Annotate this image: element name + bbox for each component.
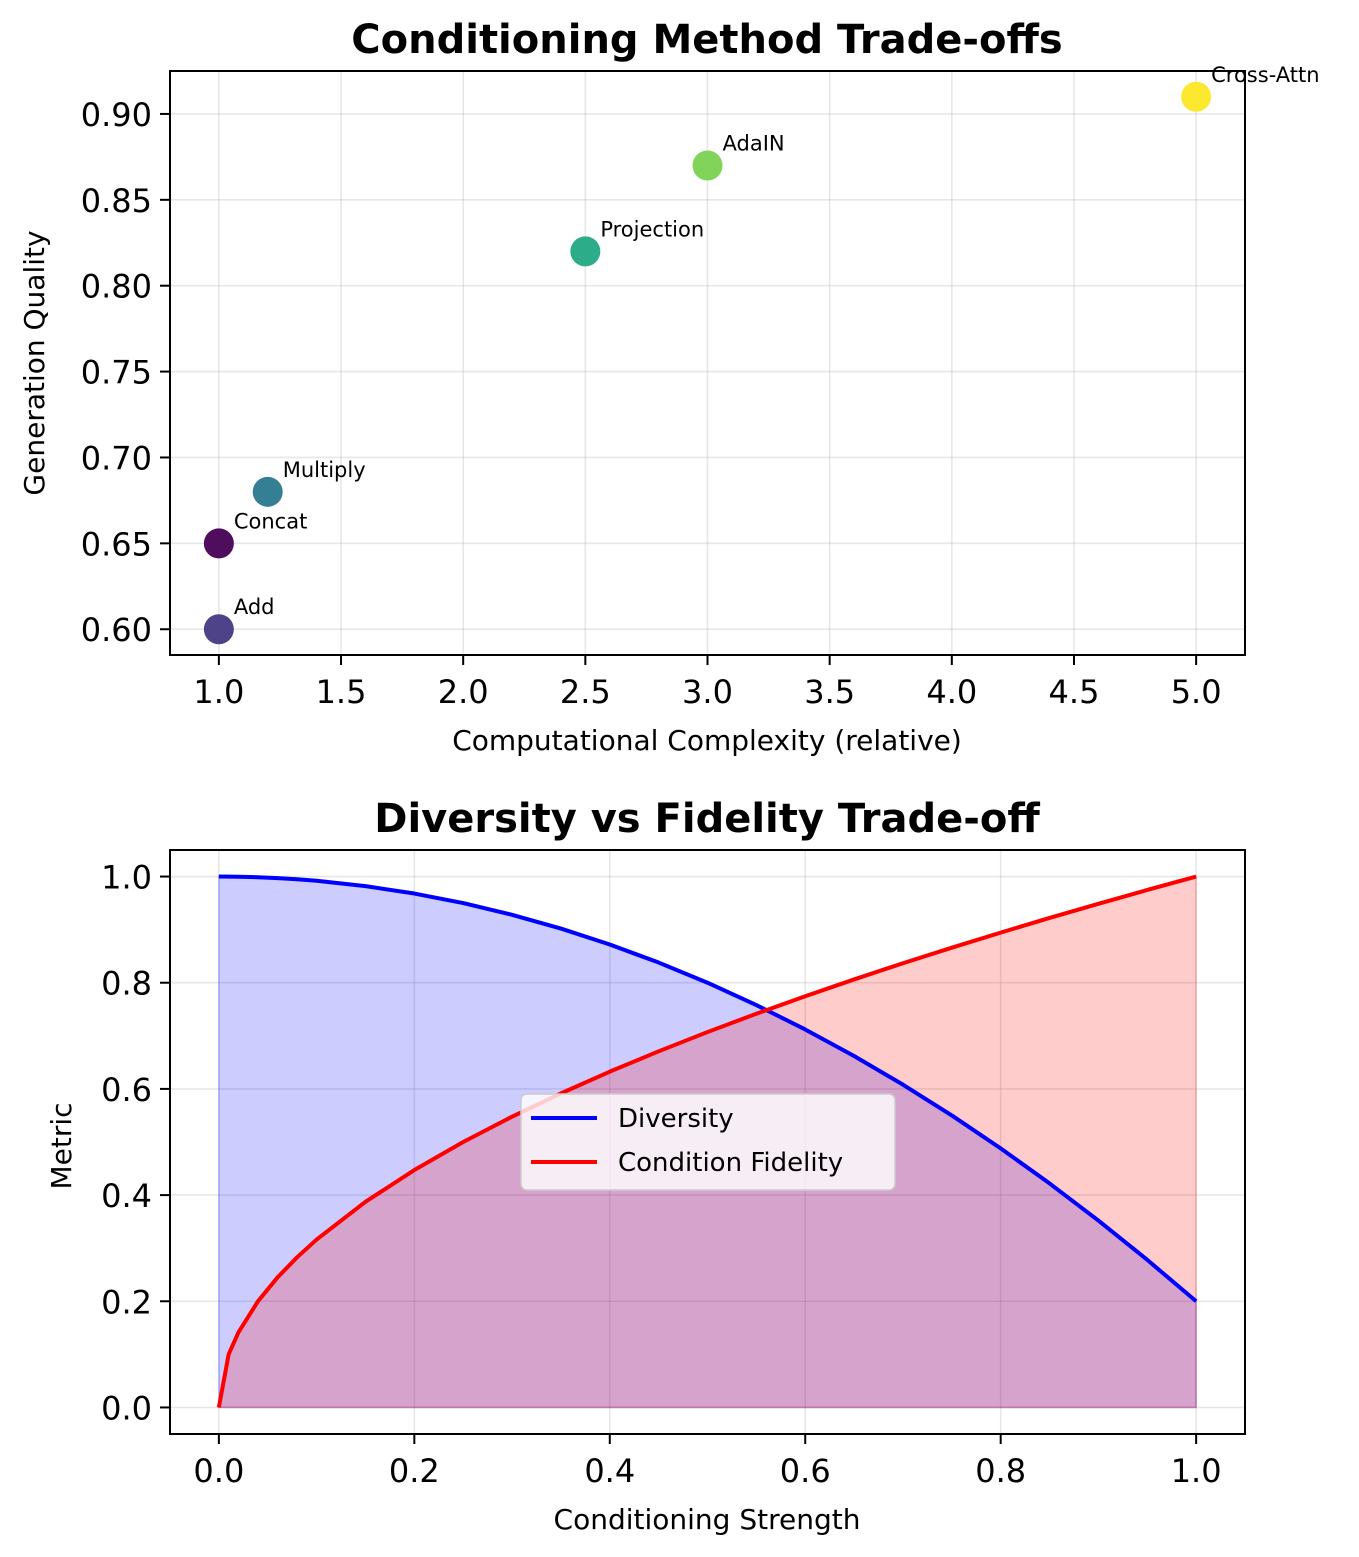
point-label-add: Add xyxy=(234,595,275,619)
point-labels: Concat Add Multiply Projection AdaIN Cross-At… xyxy=(234,63,1320,619)
y-tick-label: 1.0 xyxy=(101,859,152,897)
series-line-diversity xyxy=(218,874,1198,1303)
scatter-points xyxy=(203,81,1212,645)
x-tick-label: 0.6 xyxy=(780,1452,831,1490)
series-lines xyxy=(216,874,1198,1408)
point-label-adain: AdaIN xyxy=(723,131,785,155)
x-axis-ticks: 0.0 0.2 0.4 0.6 0.8 1.0 xyxy=(193,1434,1222,1490)
x-tick-label: 4.0 xyxy=(926,673,977,711)
x-tick-label: 0.8 xyxy=(975,1452,1026,1490)
y-tick-label: 0.6 xyxy=(101,1071,152,1109)
y-axis-ticks: 0.60 0.65 0.70 0.75 0.80 0.85 0.90 xyxy=(81,96,170,649)
chart-title: Conditioning Method Trade-offs xyxy=(351,17,1062,63)
x-axis-label: Computational Complexity (relative) xyxy=(452,724,962,757)
y-tick-label: 0.8 xyxy=(101,965,152,1003)
y-tick-label: 0.0 xyxy=(101,1389,152,1427)
x-tick-label: 2.0 xyxy=(438,673,489,711)
point-label-multiply: Multiply xyxy=(283,458,366,482)
legend: Diversity Condition Fidelity xyxy=(520,1093,896,1191)
y-tick-label: 0.90 xyxy=(81,96,152,134)
y-axis-label: Metric xyxy=(45,1102,78,1189)
scatter-point-multiply xyxy=(252,476,283,507)
x-tick-label: 1.0 xyxy=(1171,1452,1222,1490)
x-tick-label: 0.2 xyxy=(389,1452,440,1490)
scatter-point-concat xyxy=(203,528,234,559)
x-tick-label: 3.0 xyxy=(682,673,733,711)
y-tick-label: 0.85 xyxy=(81,182,152,220)
grid xyxy=(170,71,1245,655)
x-tick-label: 0.4 xyxy=(584,1452,635,1490)
point-label-projection: Projection xyxy=(600,217,704,241)
y-tick-label: 0.65 xyxy=(81,525,152,563)
series-line-condition-fidelity xyxy=(216,874,1197,1408)
y-tick-label: 0.80 xyxy=(81,268,152,306)
y-tick-label: 0.75 xyxy=(81,354,152,392)
area-chart: Diversity vs Fidelity Trade-off 0.0 0.2 0.… xyxy=(45,796,1246,1536)
plot-frame xyxy=(169,849,1246,1435)
scatter-point-cross-attn xyxy=(1181,81,1212,112)
x-tick-label: 3.5 xyxy=(804,673,855,711)
x-axis-label: Conditioning Strength xyxy=(554,1503,861,1536)
x-tick-label: 4.5 xyxy=(1049,673,1100,711)
chart-title: Diversity vs Fidelity Trade-off xyxy=(374,796,1040,842)
y-tick-label: 0.60 xyxy=(81,611,152,649)
scatter-chart: Conditioning Method Trade-offs Concat Add… xyxy=(18,17,1320,757)
legend-label-condition-fidelity: Condition Fidelity xyxy=(618,1148,843,1178)
scatter-point-add xyxy=(203,614,234,645)
x-tick-label: 1.5 xyxy=(316,673,367,711)
scatter-point-projection xyxy=(570,236,601,267)
x-tick-label: 5.0 xyxy=(1171,673,1222,711)
y-tick-label: 0.4 xyxy=(101,1177,152,1215)
scatter-point-adain xyxy=(692,150,723,181)
point-label-cross-attn: Cross-Attn xyxy=(1211,63,1319,87)
x-tick-label: 0.0 xyxy=(193,1452,244,1490)
x-tick-label: 2.5 xyxy=(560,673,611,711)
x-axis-ticks: 1.0 1.5 2.0 2.5 3.0 3.5 4.0 4.5 5.0 xyxy=(193,655,1222,711)
y-tick-label: 0.70 xyxy=(81,439,152,477)
y-axis-ticks: 0.0 0.2 0.4 0.6 0.8 1.0 xyxy=(101,859,170,1427)
y-axis-label: Generation Quality xyxy=(18,230,51,495)
y-tick-label: 0.2 xyxy=(101,1283,152,1321)
legend-box xyxy=(520,1093,896,1191)
x-tick-label: 1.0 xyxy=(193,673,244,711)
point-label-concat: Concat xyxy=(234,509,307,533)
legend-label-diversity: Diversity xyxy=(618,1104,734,1134)
